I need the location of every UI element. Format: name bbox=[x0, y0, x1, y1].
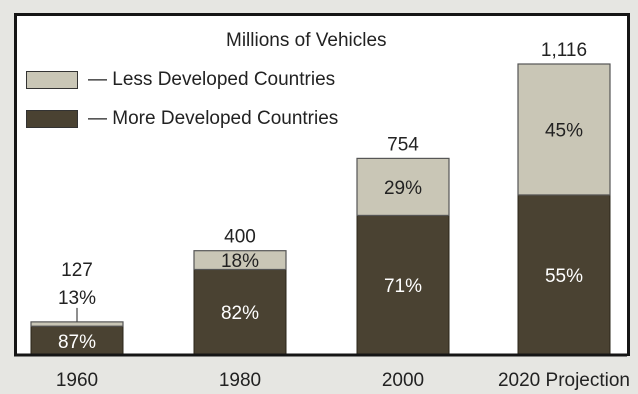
data-label-total: 127 bbox=[61, 260, 93, 281]
legend-label-less-developed: — Less Developed Countries bbox=[88, 69, 336, 90]
bar-less-developed-2020 bbox=[517, 63, 611, 196]
legend-item-more-developed: — More Developed Countries bbox=[26, 108, 338, 130]
bar-more-developed-2020 bbox=[517, 194, 611, 356]
legend-swatch-more-developed bbox=[26, 110, 78, 128]
x-tick-label: 1960 bbox=[56, 370, 98, 391]
legend-label-more-developed: — More Developed Countries bbox=[88, 108, 339, 129]
data-label-total: 400 bbox=[224, 227, 256, 248]
data-label-total: 1,116 bbox=[541, 40, 587, 61]
data-label-more-developed: 55% bbox=[545, 266, 583, 287]
legend-swatch-less-developed bbox=[26, 71, 78, 89]
x-tick-label: 1980 bbox=[219, 370, 261, 391]
data-label-less-developed: 18% bbox=[221, 251, 259, 272]
bar-more-developed-1960 bbox=[30, 325, 124, 356]
data-label-total: 754 bbox=[387, 134, 419, 155]
data-label-less-developed: 13% bbox=[58, 288, 96, 309]
bar-less-developed-2000 bbox=[356, 157, 450, 217]
data-label-more-developed: 82% bbox=[221, 303, 259, 324]
legend-item-less-developed: — Less Developed Countries bbox=[26, 69, 335, 91]
bar-less-developed-1980 bbox=[193, 250, 287, 271]
bar-more-developed-2000 bbox=[356, 214, 450, 356]
data-label-less-developed: 45% bbox=[545, 120, 583, 141]
data-label-less-developed: 29% bbox=[384, 178, 422, 199]
x-tick-label: 2000 bbox=[382, 370, 424, 391]
data-label-more-developed: 87% bbox=[58, 332, 96, 353]
bar-less-developed-1960 bbox=[30, 321, 124, 327]
x-tick-label: 2020 Projection bbox=[498, 370, 630, 391]
data-label-more-developed: 71% bbox=[384, 276, 422, 297]
chart-title: Millions of Vehicles bbox=[226, 30, 387, 51]
